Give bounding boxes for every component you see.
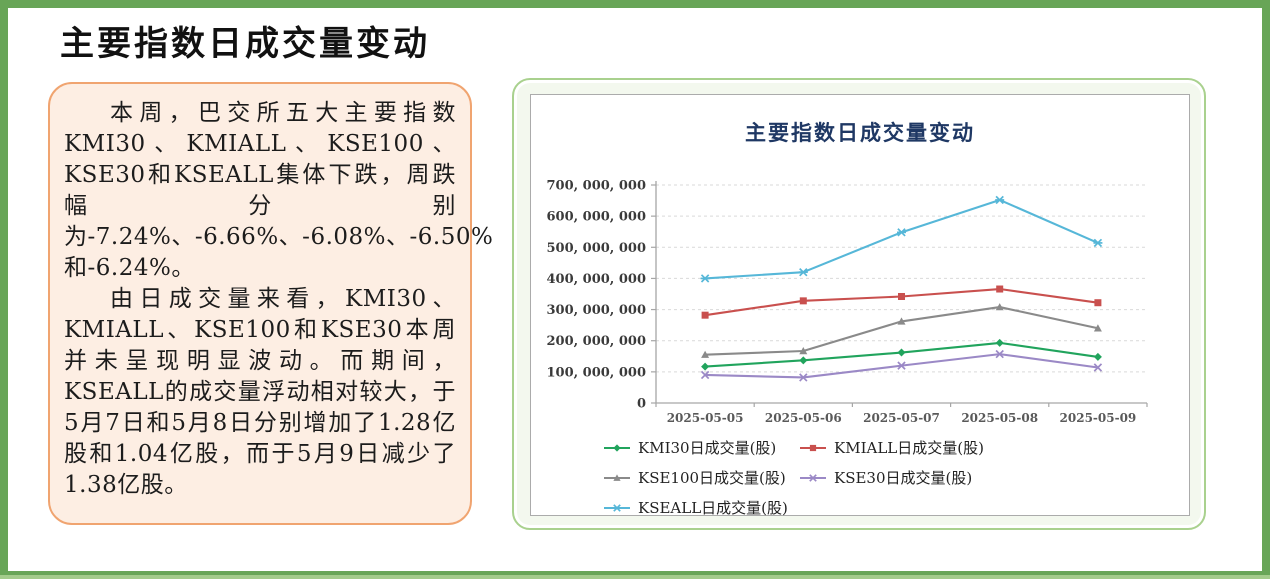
chart-plot-frame: 主要指数日成交量变动 0 100, 000, 000 200, 000, 000 30… (530, 94, 1190, 518)
page-border-bottom-accent (0, 575, 1270, 579)
svg-text:2025-05-08: 2025-05-08 (961, 411, 1038, 425)
legend-label: KSEALL日成交量(股) (638, 499, 788, 517)
legend-label: KMIALL日成交量(股) (834, 439, 984, 457)
svg-text:200, 000, 000: 200, 000, 000 (546, 334, 646, 349)
legend-marker-icon (800, 473, 826, 482)
svg-text:2025-05-05: 2025-05-05 (667, 411, 744, 425)
svg-text:700, 000, 000: 700, 000, 000 (546, 179, 646, 194)
svg-text:2025-05-07: 2025-05-07 (863, 411, 940, 425)
svg-text:400, 000, 000: 400, 000, 000 (546, 272, 646, 287)
legend-marker-icon (604, 443, 630, 452)
legend-item: KMIALL日成交量(股) (799, 437, 995, 458)
svg-text:600, 000, 000: 600, 000, 000 (546, 210, 646, 225)
legend-item: KSE30日成交量(股) (799, 467, 995, 488)
summary-paragraph-1: 本周，巴交所五大主要指数KMI30、KMIALL、KSE100、KSE30和KS… (64, 100, 494, 281)
svg-text:100, 000, 000: 100, 000, 000 (546, 365, 646, 380)
summary-panel: 本周，巴交所五大主要指数KMI30、KMIALL、KSE100、KSE30和KS… (48, 82, 494, 525)
page-title: 主要指数日成交量变动 (60, 24, 430, 64)
svg-text:2025-05-06: 2025-05-06 (765, 411, 842, 425)
volume-line-chart: 0 100, 000, 000 200, 000, 000 300, 000, 000… (546, 179, 1148, 425)
summary-paragraph-2: 由日成交量来看，KMI30、KMIALL、KSE100和KSE30本周并未呈现明… (64, 286, 456, 498)
legend-marker-icon (604, 503, 630, 512)
legend-label: KSE30日成交量(股) (834, 469, 973, 487)
legend-marker-icon (604, 473, 630, 481)
svg-text:0: 0 (637, 397, 646, 412)
legend-item: KSE100日成交量(股) (603, 467, 799, 488)
svg-text:300, 000, 000: 300, 000, 000 (546, 303, 646, 318)
chart-legend: KMI30日成交量(股) KMIALL日成交量(股) KSE100日成交量(股) KS… (531, 437, 1189, 518)
svg-text:2025-05-09: 2025-05-09 (1060, 411, 1137, 425)
legend-label: KSE100日成交量(股) (638, 469, 786, 487)
svg-text:500, 000, 000: 500, 000, 000 (546, 241, 646, 256)
legend-item: KSEALL日成交量(股) (603, 497, 799, 518)
chart-card: 主要指数日成交量变动 0 100, 000, 000 200, 000, 000 30… (512, 78, 1206, 530)
legend-item: KMI30日成交量(股) (603, 437, 799, 458)
chart-title: 主要指数日成交量变动 (745, 121, 975, 145)
legend-label: KMI30日成交量(股) (638, 439, 777, 457)
legend-marker-icon (800, 444, 826, 451)
